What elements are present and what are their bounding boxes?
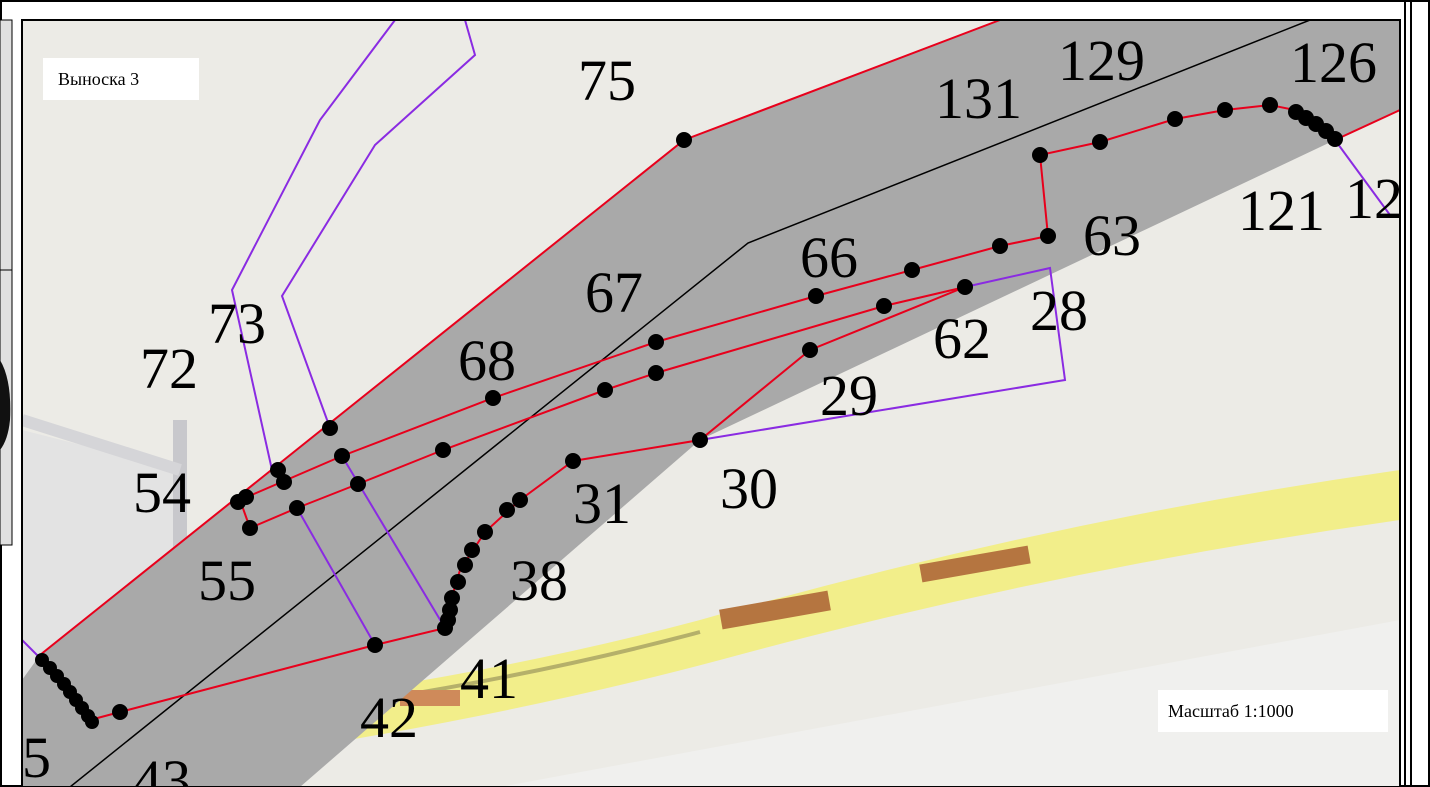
point-64 (992, 238, 1008, 254)
point-72 (276, 474, 292, 490)
point-42 (367, 637, 383, 653)
point-43 (112, 704, 128, 720)
point-127 (1262, 97, 1278, 113)
point-30 (692, 432, 708, 448)
point-33 (499, 502, 515, 518)
label-28: 28 (1030, 278, 1088, 343)
road-marking (719, 590, 831, 630)
main-map-area: 75 131 129 126 121 12 63 66 67 28 62 68 … (22, 20, 1403, 787)
point-34 (477, 524, 493, 540)
point-65 (904, 262, 920, 278)
point-128 (1217, 102, 1233, 118)
label-55: 55 (198, 548, 256, 613)
point-41 (437, 620, 453, 636)
label-5: 5 (22, 725, 51, 787)
point-67 (648, 334, 664, 350)
point-75 (676, 132, 692, 148)
label-12: 12 (1345, 166, 1403, 231)
label-42: 42 (360, 685, 418, 750)
label-38: 38 (510, 548, 568, 613)
point-31 (565, 453, 581, 469)
label-54: 54 (133, 460, 191, 525)
label-62: 62 (933, 306, 991, 371)
point-66 (808, 288, 824, 304)
label-68: 68 (458, 328, 516, 393)
point-131 (1032, 147, 1048, 163)
point-29 (802, 342, 818, 358)
callout-title: Выноска 3 (43, 58, 199, 100)
point-129 (1167, 111, 1183, 127)
point-59 (597, 382, 613, 398)
label-66: 66 (800, 225, 858, 290)
point-69 (334, 448, 350, 464)
left-inset-map (0, 19, 13, 546)
boundary-purple-5 (699, 266, 1067, 441)
point-73 (270, 462, 286, 478)
label-72: 72 (140, 336, 198, 401)
point-68 (485, 390, 501, 406)
label-129: 129 (1058, 28, 1145, 93)
point-56 (289, 500, 305, 516)
boundary-red-lower (249, 286, 966, 529)
point-61 (876, 298, 892, 314)
label-63: 63 (1083, 203, 1141, 268)
boundary-purple-7 (22, 639, 41, 659)
road-marking (400, 690, 460, 706)
point-36 (457, 557, 473, 573)
boundary-red-right (1334, 109, 1400, 141)
label-31: 31 (573, 471, 631, 536)
road-marking (919, 545, 1031, 583)
point-70 (322, 420, 338, 436)
boundary-points (35, 97, 1343, 729)
boundary-purple-4 (296, 507, 376, 646)
boundary-purple-2 (280, 20, 477, 429)
point-37 (450, 574, 466, 590)
point-32 (512, 492, 528, 508)
label-73: 73 (208, 291, 266, 356)
boundary-black (69, 20, 1311, 787)
parcel-band (22, 20, 1400, 787)
label-43: 43 (133, 748, 191, 787)
point-130 (1092, 134, 1108, 150)
point-60 (648, 365, 664, 381)
label-131: 131 (935, 66, 1022, 131)
point-62 (957, 279, 973, 295)
point-38 (444, 590, 460, 606)
point-54 (230, 494, 246, 510)
point-labels: 75 131 129 126 121 12 63 66 67 28 62 68 … (22, 28, 1403, 787)
label-67: 67 (585, 260, 643, 325)
boundary-purple-6 (1334, 139, 1391, 216)
point-57 (350, 476, 366, 492)
point-35 (464, 542, 480, 558)
map-border (21, 19, 1401, 787)
label-30: 30 (720, 456, 778, 521)
point-14 (85, 715, 99, 729)
label-75: 75 (578, 48, 636, 113)
point-55 (242, 520, 258, 536)
background-road-gray-2 (22, 414, 182, 476)
label-126: 126 (1290, 30, 1377, 95)
point-122 (1327, 131, 1343, 147)
label-29: 29 (820, 363, 878, 428)
scale-label: Масштаб 1:1000 (1158, 690, 1388, 732)
label-121: 121 (1238, 178, 1325, 243)
label-41: 41 (460, 646, 518, 711)
point-63 (1040, 228, 1056, 244)
background-tile-2 (500, 620, 1400, 787)
boundary-purple-1 (230, 20, 396, 471)
point-58 (435, 442, 451, 458)
